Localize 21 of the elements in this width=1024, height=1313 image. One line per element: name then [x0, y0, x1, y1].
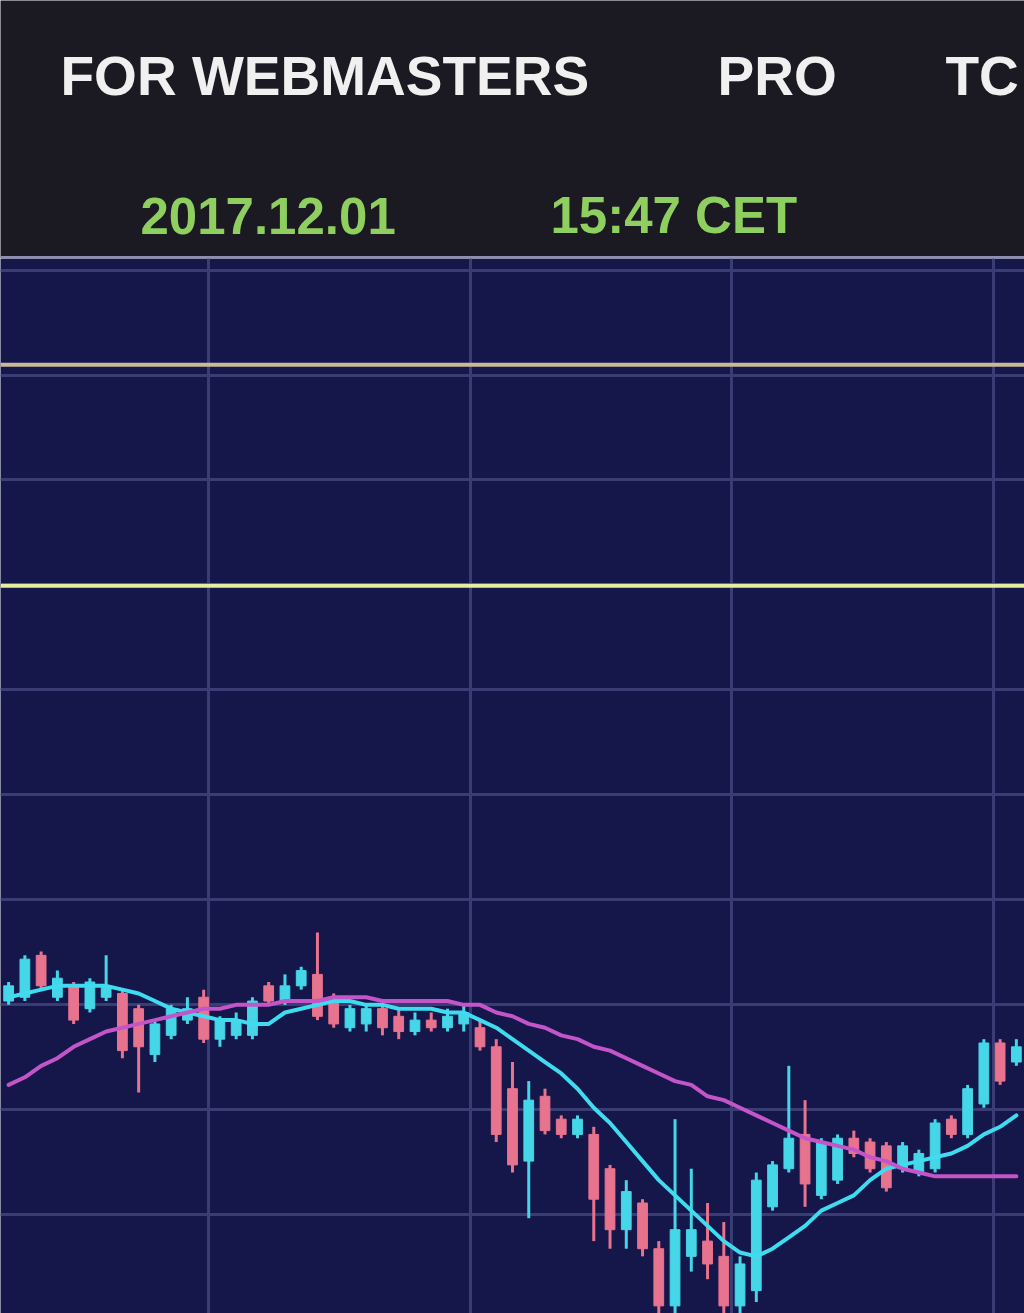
candlestick	[474, 1020, 486, 1051]
candlestick	[360, 1004, 372, 1032]
text: PRO	[717, 44, 837, 107]
candlestick	[442, 1008, 453, 1032]
candlestick	[393, 1008, 405, 1041]
text: TC	[945, 44, 1019, 107]
candlestick	[425, 1012, 437, 1032]
candlestick	[702, 1203, 713, 1281]
text: 15:47 CET	[550, 187, 798, 244]
candlestick	[1011, 1039, 1022, 1066]
candlestick	[377, 1004, 388, 1036]
candlestick	[295, 965, 307, 990]
candlestick	[409, 1012, 421, 1036]
candlestick	[263, 982, 275, 1005]
candlestick	[555, 1115, 567, 1140]
text: FOR WEBMASTERS	[60, 44, 590, 107]
candlestick	[214, 1016, 226, 1047]
candlestick	[572, 1115, 583, 1140]
candlestick	[344, 1003, 356, 1032]
text: 2017.12.01	[140, 187, 396, 245]
candlestick	[945, 1115, 957, 1140]
